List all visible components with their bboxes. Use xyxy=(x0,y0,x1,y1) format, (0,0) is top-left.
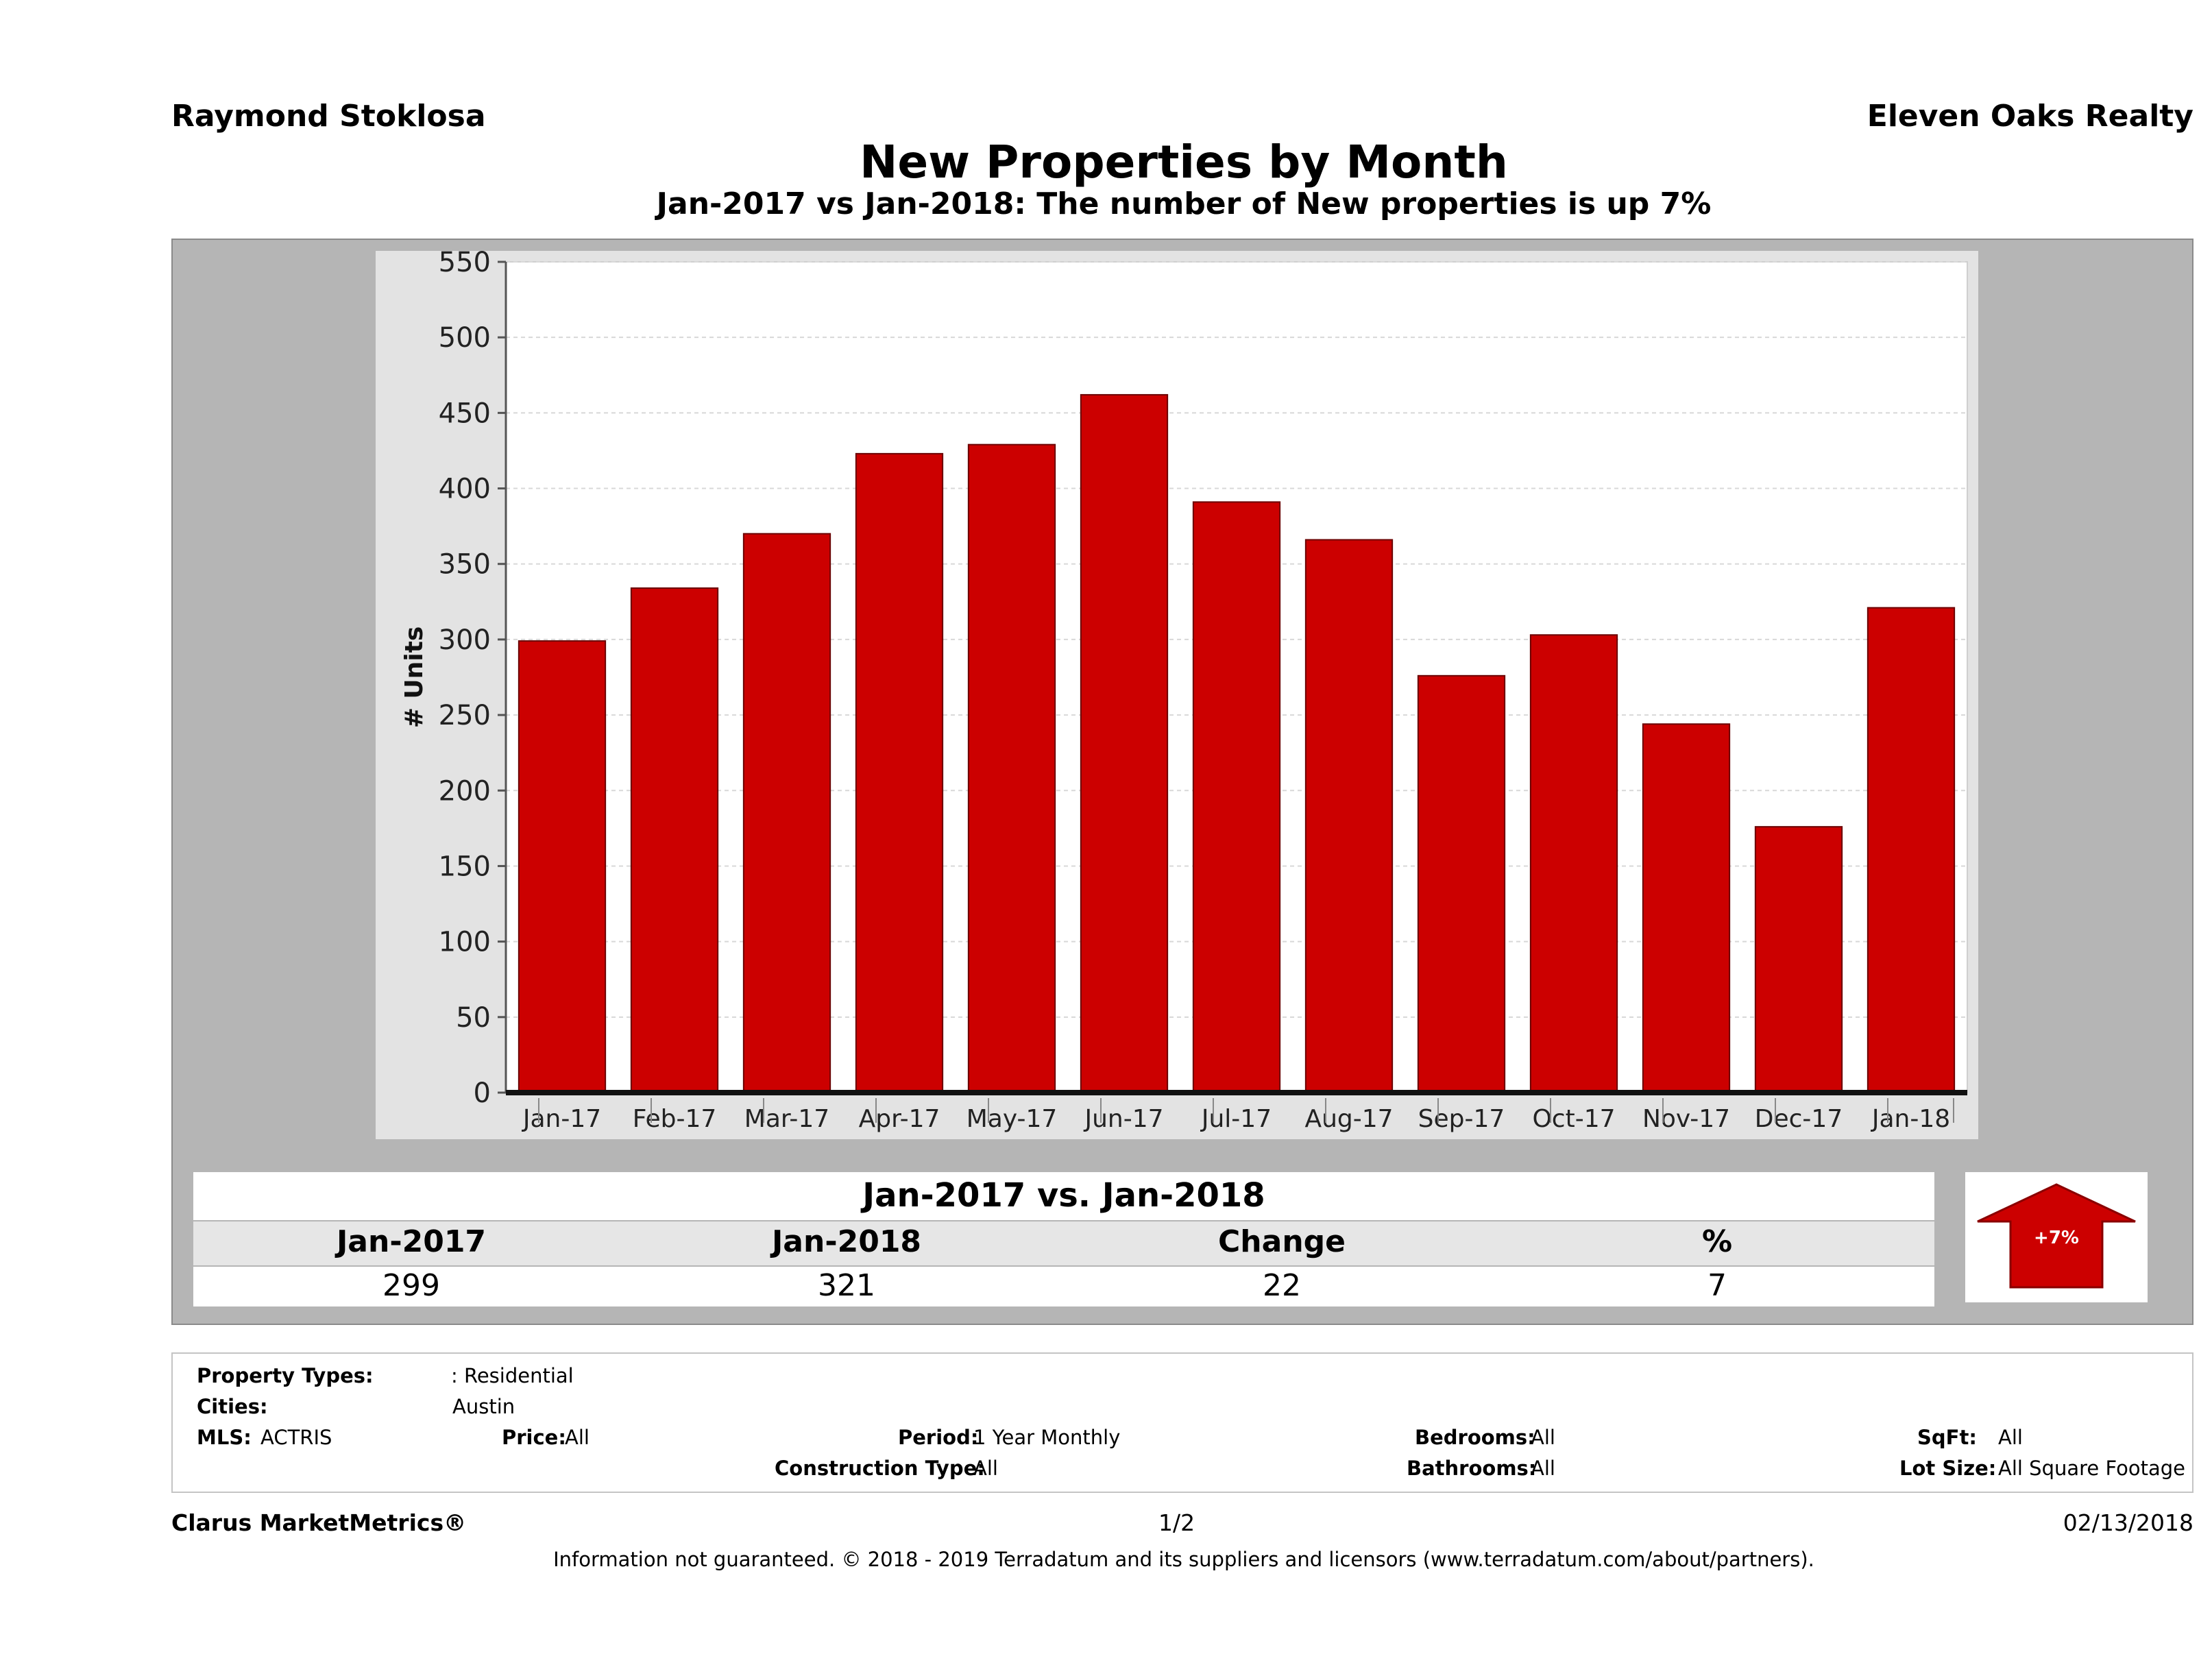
cities-value: Austin xyxy=(452,1395,515,1418)
x-tick-label: Feb-17 xyxy=(633,1105,717,1133)
mls-label: MLS: xyxy=(197,1426,252,1449)
property-types-value: : Residential xyxy=(451,1364,574,1387)
x-tick-label: Sep-17 xyxy=(1418,1105,1505,1133)
x-tick-label: May-17 xyxy=(967,1105,1058,1133)
y-tick-label: 400 xyxy=(439,474,491,505)
sqft-label: SqFt: xyxy=(1917,1426,1977,1449)
x-tick-label: Apr-17 xyxy=(859,1105,940,1133)
y-tick-label: 50 xyxy=(456,1002,491,1034)
bedrooms-label: Bedrooms: xyxy=(1415,1426,1535,1449)
bar-nov-17 xyxy=(1642,723,1731,1093)
price-label: Price: xyxy=(502,1426,566,1449)
summary-title: Jan-2017 vs. Jan-2018 xyxy=(862,1176,1265,1215)
y-tick-label: 100 xyxy=(439,927,491,958)
bar-mar-17 xyxy=(742,533,831,1093)
sqft-value: All xyxy=(1998,1426,2023,1449)
y-tick-label: 550 xyxy=(439,251,491,278)
agent-name: Raymond Stoklosa xyxy=(171,99,486,134)
period-label: Period: xyxy=(898,1426,979,1449)
summary-header-percent: % xyxy=(1701,1224,1733,1259)
x-tick-label: Jul-17 xyxy=(1200,1105,1272,1133)
property-types-label: Property Types: xyxy=(197,1364,374,1387)
bathrooms-label: Bathrooms: xyxy=(1407,1457,1537,1480)
summary-header-change: Change xyxy=(1218,1224,1346,1259)
y-tick-label: 300 xyxy=(439,624,491,656)
y-tick-label: 350 xyxy=(439,549,491,581)
bar-dec-17 xyxy=(1754,826,1843,1093)
summary-title-bar xyxy=(193,1172,1934,1220)
y-tick-label: 200 xyxy=(439,775,491,807)
y-axis-label: # Units xyxy=(400,627,428,729)
price-value: All xyxy=(565,1426,590,1449)
bar-oct-17 xyxy=(1529,634,1618,1093)
x-tick-label: Mar-17 xyxy=(744,1105,829,1133)
y-tick-label: 450 xyxy=(439,398,491,429)
product-name: Clarus MarketMetrics® xyxy=(171,1509,467,1536)
x-tick-label: Dec-17 xyxy=(1755,1105,1843,1133)
summary-header-jan2018: Jan-2018 xyxy=(771,1224,922,1259)
period-value: 1 Year Monthly xyxy=(973,1426,1121,1449)
y-tick-label: 150 xyxy=(439,851,491,882)
bedrooms-value: All xyxy=(1531,1426,1555,1449)
bar-sep-17 xyxy=(1417,674,1506,1093)
x-tick-label: Jan-17 xyxy=(522,1105,601,1133)
summary-header-row xyxy=(193,1221,1934,1265)
chart-subtitle: Jan-2017 vs Jan-2018: The number of New … xyxy=(656,186,1712,221)
x-tick-label: Aug-17 xyxy=(1304,1105,1393,1133)
report-date: 02/13/2018 xyxy=(2063,1509,2193,1536)
bar-feb-17 xyxy=(630,587,719,1093)
bar-apr-17 xyxy=(855,452,944,1093)
construction-type-value: All xyxy=(973,1457,998,1480)
change-badge-label: +7% xyxy=(2034,1228,2079,1248)
page-number: 1/2 xyxy=(1158,1509,1195,1536)
summary-header-jan2017: Jan-2017 xyxy=(336,1224,487,1259)
summary-value-row xyxy=(193,1267,1934,1306)
x-tick-label: Oct-17 xyxy=(1532,1105,1615,1133)
bar-jul-17 xyxy=(1192,501,1281,1093)
summary-value-percent: 7 xyxy=(1707,1268,1727,1303)
chart-title: New Properties by Month xyxy=(860,136,1508,189)
y-tick-label: 250 xyxy=(439,700,491,731)
bar-chart: 0 50 100 150 200 250 300 350 400 450 500 550 Jan-17 F… xyxy=(400,251,1968,1133)
x-tick-label: Nov-17 xyxy=(1642,1105,1730,1133)
bathrooms-value: All xyxy=(1531,1457,1555,1480)
x-tick-label: Jan-18 xyxy=(1871,1105,1950,1133)
bar-jan-17 xyxy=(518,640,607,1093)
bar-jun-17 xyxy=(1080,393,1169,1094)
change-badge-box: +7% xyxy=(1965,1172,2148,1302)
y-tick-label: 0 xyxy=(474,1078,491,1109)
summary-value-change: 22 xyxy=(1263,1268,1301,1303)
mls-value: ACTRIS xyxy=(260,1426,332,1449)
lot-size-value: All Square Footage xyxy=(1998,1457,2186,1480)
bar-aug-17 xyxy=(1304,539,1394,1093)
disclaimer: Information not guaranteed. © 2018 - 201… xyxy=(553,1548,1814,1571)
bar-jan-18 xyxy=(1867,607,1956,1093)
y-tick-label: 500 xyxy=(439,322,491,354)
summary-value-jan2017: 299 xyxy=(382,1268,440,1303)
brokerage-name: Eleven Oaks Realty xyxy=(1867,99,2193,134)
summary-value-jan2018: 321 xyxy=(818,1268,875,1303)
construction-type-label: Construction Type: xyxy=(775,1457,985,1480)
up-arrow-icon: +7% xyxy=(1977,1183,2136,1289)
lot-size-label: Lot Size: xyxy=(1899,1457,1997,1480)
bar-may-17 xyxy=(967,443,1056,1093)
filters-panel xyxy=(171,1352,2193,1493)
x-tick-label: Jun-17 xyxy=(1083,1105,1163,1133)
cities-label: Cities: xyxy=(197,1395,268,1418)
